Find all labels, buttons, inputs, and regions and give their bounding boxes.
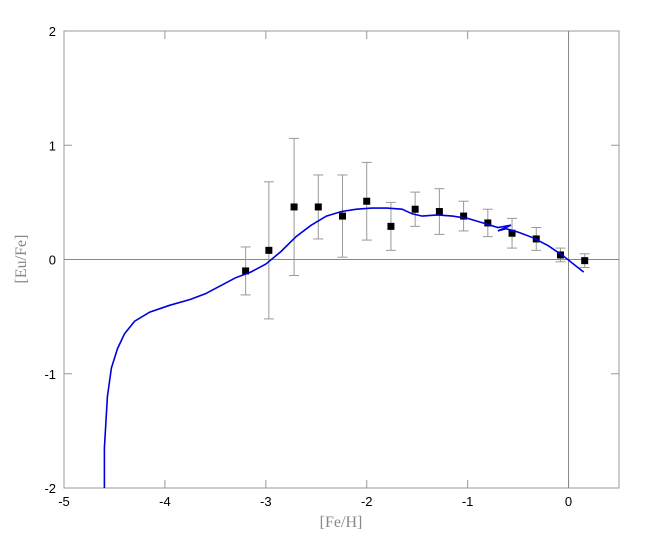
data-point [290, 203, 298, 211]
data-point [435, 208, 443, 216]
y-tick-label: 1 [49, 138, 56, 153]
y-tick-label: 2 [49, 24, 56, 39]
model-line [103, 207, 585, 488]
x-tick-label: -4 [159, 494, 171, 509]
y-axis-label: [Eu/Fe] [13, 235, 30, 284]
data-point [460, 212, 468, 220]
y-tick-label: -2 [44, 481, 56, 496]
x-tick-label: -2 [361, 494, 373, 509]
y-tick-label: 0 [49, 253, 56, 268]
data-point [339, 212, 347, 220]
x-axis-label: [Fe/H] [320, 514, 363, 531]
data-point [581, 257, 589, 265]
data-point [484, 219, 492, 227]
x-tick-label: -3 [260, 494, 272, 509]
data-point [411, 205, 419, 213]
y-tick-label: -1 [44, 367, 56, 382]
data-point [265, 246, 273, 254]
data-point [508, 229, 516, 237]
data-point [314, 203, 322, 211]
data-point [387, 222, 395, 230]
x-tick-label: -5 [58, 494, 70, 509]
x-tick-label: -1 [462, 494, 474, 509]
x-tick-label: 0 [565, 494, 572, 509]
data-point [242, 267, 250, 275]
data-point [363, 197, 371, 205]
